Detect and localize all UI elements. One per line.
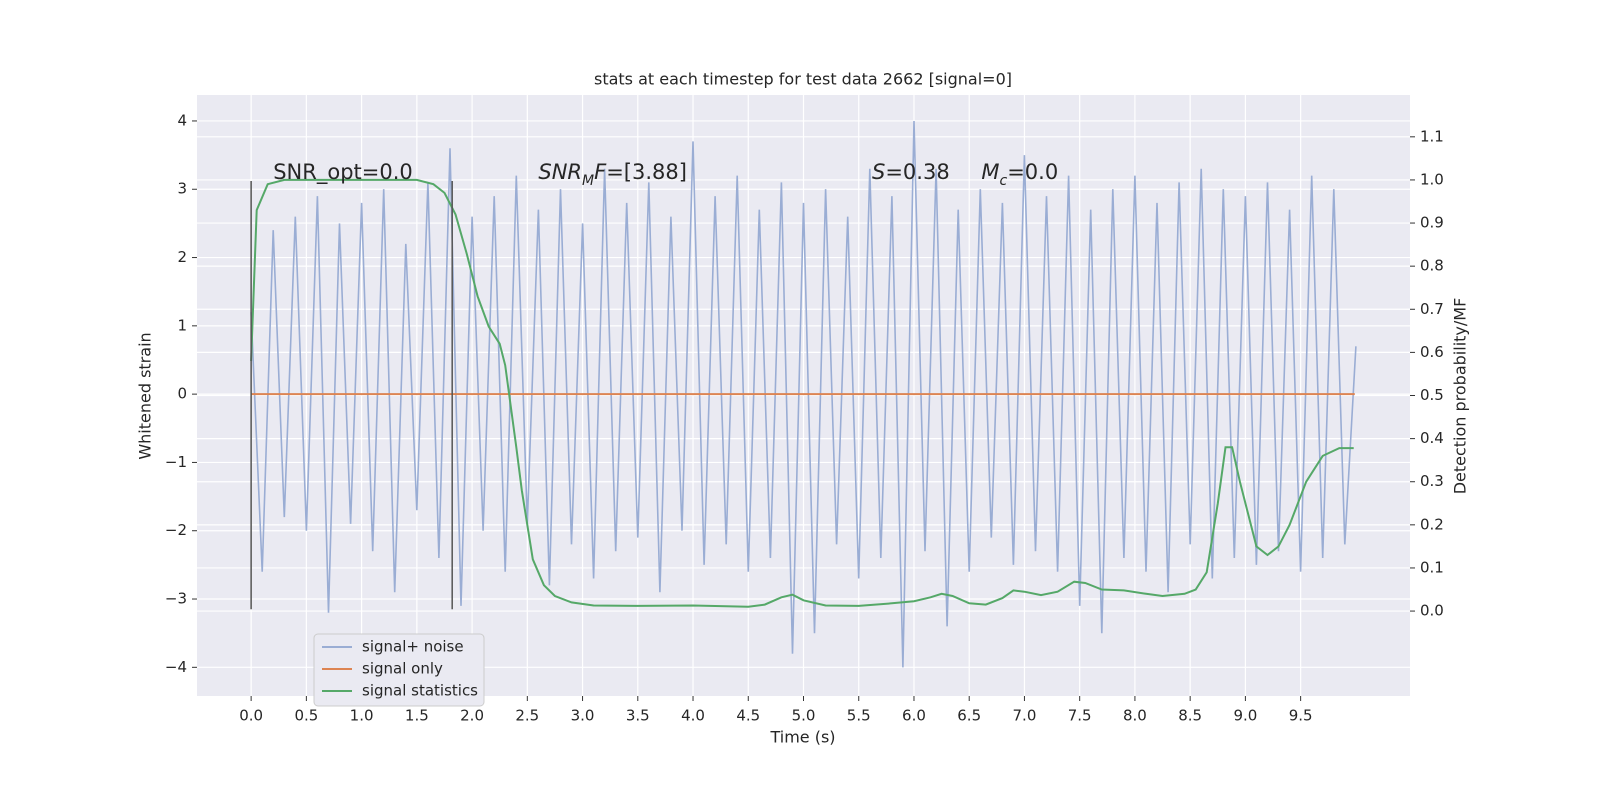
y2-tick-label: 0.7 [1420,300,1444,318]
series-line [250,120,1357,668]
y2-tick-label: 0.9 [1420,214,1444,232]
annotation-part: =[3.88] [606,160,687,184]
legend-box [313,633,485,707]
x-tick-label: 3.5 [626,707,650,725]
x-tick-label: 1.0 [350,707,374,725]
y-tick-label: 2 [177,248,187,266]
annotation-part: c [999,173,1007,189]
annotation-part: M [582,173,594,189]
y-tick-label: 3 [177,180,187,198]
y2-tick-label: 0.3 [1420,472,1444,490]
annotation-part: =0.0 [1007,160,1058,184]
x-axis-label: Time (s) [769,728,835,747]
x-tick-label: 5.5 [847,707,871,725]
x-tick-label: 7.5 [1068,707,1092,725]
legend-label: signal statistics [362,682,478,700]
x-tick-label: 7.0 [1013,707,1037,725]
x-tick-label: 4.0 [681,707,705,725]
x-tick-label: 5.0 [792,707,816,725]
y-tick-label: −1 [165,453,187,471]
y2-tick-label: 0.5 [1420,386,1444,404]
annotation-part: M [981,160,999,184]
x-tick-label: 2.5 [515,707,539,725]
x-tick-label: 8.0 [1123,707,1147,725]
y2-tick-label: 0.4 [1420,429,1444,447]
annotation-part: SNR_opt=0.0 [273,160,413,185]
y-tick-label: 0 [177,385,187,403]
annotation: S=0.38 [872,160,950,184]
y2-tick-label: 0.1 [1420,558,1444,576]
y-tick-label: −4 [165,658,187,676]
annotation: SNRMF=[3.88] [538,160,687,189]
annotation-part: =0.38 [885,160,949,184]
annotation: SNR_opt=0.0 [273,160,413,185]
x-tick-label: 0.0 [239,707,263,725]
x-tick-label: 2.0 [460,707,484,725]
annotation-part: F [594,160,607,184]
y2-tick-label: 1.1 [1420,127,1444,145]
x-tick-label: 3.0 [571,707,595,725]
series-line [250,178,1354,608]
y-tick-label: 4 [177,111,187,129]
x-tick-label: 9.5 [1289,707,1313,725]
chart-title: stats at each timestep for test data 266… [594,70,1012,89]
x-tick-label: 8.5 [1178,707,1202,725]
y-tick-label: −2 [165,521,187,539]
y-tick-label: −3 [165,590,187,608]
x-tick-label: 4.5 [736,707,760,725]
y-axis-label: Whitened strain [136,332,155,459]
y2-tick-label: 0.8 [1420,257,1444,275]
annotation: Mc=0.0 [981,160,1058,189]
legend-label: signal only [362,660,443,678]
y2-axis-label: Detection probability/MF [1451,298,1470,495]
legend: signal+ noise signal only signal statistic… [313,633,485,707]
y2-tick-label: 0.0 [1420,602,1444,620]
annotation-part: S [872,160,885,184]
x-tick-label: 6.0 [902,707,926,725]
x-tick-label: 6.5 [957,707,981,725]
annotation-part: SNR [538,160,582,184]
x-tick-label: 9.0 [1233,707,1257,725]
y2-tick-label: 0.2 [1420,515,1444,533]
y2-tick-label: 0.6 [1420,343,1444,361]
y-tick-label: 1 [177,316,187,334]
legend-label: signal+ noise [362,638,464,656]
x-tick-label: 0.5 [294,707,318,725]
x-tick-label: 1.5 [405,707,429,725]
y2-tick-label: 1.0 [1420,170,1444,188]
